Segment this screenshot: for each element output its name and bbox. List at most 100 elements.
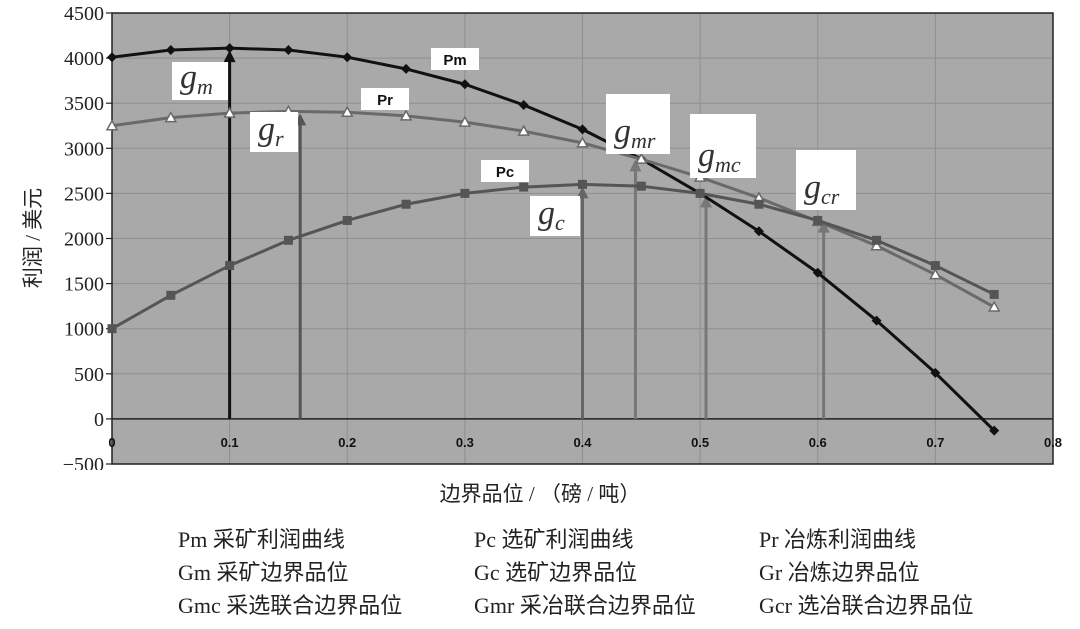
legend-row-2: Gm 采矿边界品位 Gc 选矿边界品位 Gr 冶炼边界品位 bbox=[0, 555, 1080, 589]
x-tick-label: 0.4 bbox=[573, 435, 592, 450]
cutoff-label-r: gr bbox=[250, 111, 298, 152]
x-tick-label: 0.8 bbox=[1044, 435, 1062, 450]
data-point-Pc bbox=[342, 215, 352, 225]
cutoff-grade-arrows bbox=[223, 50, 830, 419]
y-tick-label: 3000 bbox=[64, 138, 104, 160]
x-tick-label: 0.3 bbox=[456, 435, 474, 450]
curve-tag-bg bbox=[481, 160, 529, 182]
data-point-Pc bbox=[460, 188, 470, 198]
data-point-Pm bbox=[871, 315, 882, 326]
legend-item: Gmr 采冶联合边界品位 bbox=[474, 593, 696, 618]
data-point-Pr bbox=[517, 124, 530, 136]
legend-item: Gr 冶炼边界品位 bbox=[759, 560, 920, 585]
curve-tag-Pm: Pm bbox=[431, 48, 479, 70]
y-tick-labels: 4500 4000 3500 3000 2500 2000 1500 1000 500 0 −500 bbox=[63, 3, 104, 470]
cutoff-grade-labels: gm gr gc gmr gmc gcr bbox=[172, 59, 856, 236]
profit-chart: 4500 4000 3500 3000 2500 2000 1500 1000 500 0 −500… bbox=[21, 3, 1062, 470]
cutoff-label-text: gm bbox=[180, 59, 213, 99]
y-tick-label: 2000 bbox=[64, 229, 104, 251]
data-point-Pc bbox=[166, 290, 176, 300]
data-point-Pc bbox=[225, 261, 235, 271]
y-tick-label: −500 bbox=[63, 454, 104, 470]
data-point-Pc bbox=[636, 181, 646, 191]
data-point-Pr bbox=[340, 105, 354, 117]
data-point-Pc bbox=[930, 261, 940, 271]
data-point-Pm bbox=[518, 100, 529, 111]
y-axis-label: 利润 / 美元 bbox=[21, 188, 45, 288]
curve-tag-Pr: Pr bbox=[361, 88, 409, 110]
data-point-Pc bbox=[695, 188, 705, 198]
cutoff-label-bg bbox=[796, 150, 856, 210]
data-point-Pc bbox=[107, 324, 117, 334]
cutoff-label-text: gr bbox=[258, 111, 284, 151]
data-point-Pm bbox=[989, 425, 1000, 436]
cutoff-label-bg bbox=[606, 94, 670, 154]
y-tick-label: 2500 bbox=[64, 183, 104, 205]
y-tick-label: 1500 bbox=[64, 274, 104, 296]
curve-tags: Pm Pr Pc bbox=[361, 48, 529, 182]
data-point-Pr bbox=[576, 136, 589, 148]
cutoff-label-mr: gmr bbox=[606, 94, 670, 154]
data-point-Pr bbox=[870, 239, 883, 251]
cutoff-label-text: gc bbox=[538, 195, 565, 235]
x-tick-labels: 0 0.1 0.2 0.3 0.4 0.5 0.6 0.7 0.8 bbox=[108, 435, 1062, 450]
x-tick-label: 0.1 bbox=[221, 435, 239, 450]
cutoff-label-text: gmc bbox=[698, 137, 741, 177]
curve-tag-text: Pm bbox=[443, 52, 466, 69]
data-point-Pc bbox=[283, 235, 293, 245]
data-point-Pr bbox=[987, 300, 1001, 312]
data-point-Pm bbox=[283, 44, 294, 55]
legend-row-1: Pm 采矿利润曲线 Pc 选矿利润曲线 Pr 冶炼利润曲线 bbox=[0, 522, 1080, 556]
data-point-Pr bbox=[164, 111, 178, 123]
cutoff-label-c: gc bbox=[530, 195, 580, 236]
x-tick-label: 0.6 bbox=[809, 435, 827, 450]
data-point-Pm bbox=[459, 79, 470, 90]
x-tick-label: 0.5 bbox=[691, 435, 709, 450]
cutoff-arrow-head bbox=[700, 195, 713, 208]
data-point-Pr bbox=[399, 109, 413, 121]
data-point-Pc bbox=[813, 215, 823, 225]
legend-item: Pr 冶炼利润曲线 bbox=[759, 527, 917, 552]
legend-item: Pm 采矿利润曲线 bbox=[178, 527, 345, 552]
data-point-Pr bbox=[223, 106, 236, 118]
legend-item: Gcr 选冶联合边界品位 bbox=[759, 593, 974, 618]
data-point-Pm bbox=[401, 63, 412, 74]
data-point-Pc bbox=[578, 179, 587, 189]
data-point-Pm bbox=[165, 44, 176, 55]
legend-item: Gm 采矿边界品位 bbox=[178, 560, 349, 585]
x-tick-label: 0.7 bbox=[926, 435, 944, 450]
y-tick-label: 4500 bbox=[64, 3, 104, 25]
curve-tag-Pc: Pc bbox=[481, 160, 529, 182]
cutoff-label-bg bbox=[172, 62, 228, 100]
y-tick-label: 4000 bbox=[64, 48, 104, 70]
data-point-Pr bbox=[929, 268, 942, 280]
y-tick-label: 500 bbox=[74, 364, 104, 386]
cutoff-label-text: gcr bbox=[804, 169, 840, 209]
data-point-Pc bbox=[872, 235, 882, 245]
cutoff-arrow-head bbox=[817, 220, 830, 233]
data-point-Pm bbox=[930, 367, 941, 378]
cutoff-arrow-head bbox=[629, 159, 642, 172]
data-point-Pm bbox=[107, 52, 117, 63]
legend-row-3: Gmc 采选联合边界品位 Gmr 采冶联合边界品位 Gcr 选冶联合边界品位 bbox=[0, 588, 1080, 622]
data-point-Pc bbox=[519, 182, 529, 192]
legend-item: Pc 选矿利润曲线 bbox=[474, 527, 634, 552]
cutoff-label-mc: gmc bbox=[690, 114, 756, 178]
legend-item: Gc 选矿边界品位 bbox=[474, 560, 638, 585]
cutoff-label-bg bbox=[690, 114, 756, 178]
data-point-Pr bbox=[105, 119, 119, 131]
data-point-Pc bbox=[754, 199, 764, 209]
data-point-Pm bbox=[224, 43, 235, 54]
y-tick-label: 0 bbox=[94, 409, 104, 431]
series-line-Pc bbox=[111, 182, 995, 331]
series-line-Pm bbox=[111, 46, 996, 432]
cutoff-arrow-head bbox=[223, 50, 236, 63]
data-point-Pm bbox=[577, 124, 588, 135]
cutoff-arrow-head bbox=[576, 186, 589, 199]
data-point-Pr bbox=[458, 115, 472, 127]
curve-tag-text: Pr bbox=[377, 92, 393, 109]
data-point-Pc bbox=[401, 199, 411, 209]
data-point-Pc bbox=[989, 289, 999, 299]
cutoff-label-bg bbox=[250, 112, 298, 152]
cutoff-label-m: gm bbox=[172, 59, 228, 100]
